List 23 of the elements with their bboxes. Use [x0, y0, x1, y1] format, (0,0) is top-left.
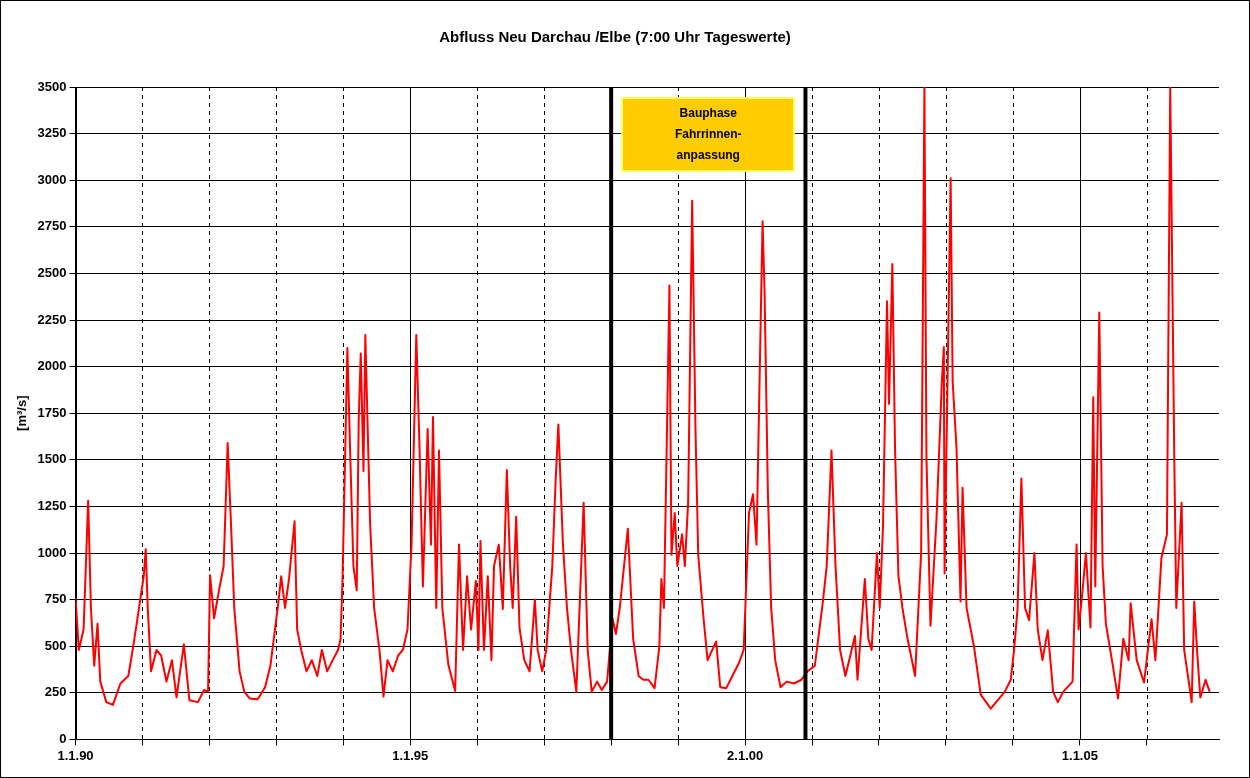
x-tick-label: 2.1.00	[727, 747, 764, 763]
y-tick-label: 0	[59, 730, 67, 746]
y-axis-title: [m³/s]	[14, 395, 30, 431]
chart-title: Abfluss Neu Darchau /Elbe (7:00 Uhr Tageswerte)	[439, 28, 791, 46]
note-box: Bauphase Fahrrinnen-anpassung	[621, 97, 796, 172]
x-tick-label: 1.1.90	[57, 747, 94, 763]
y-tick-label: 250	[44, 684, 67, 700]
y-tick-label: 500	[44, 637, 67, 653]
annotation: Bauphase Fahrrinnen-anpassung	[673, 105, 743, 164]
y-tick-label: 2250	[37, 311, 67, 327]
y-tick-label: 1750	[37, 404, 67, 420]
x-tick-label: 1.1.95	[392, 747, 429, 763]
y-tick-label: 2000	[37, 358, 67, 374]
y-tick-label: 3250	[37, 125, 67, 141]
y-tick-label: 1250	[37, 497, 67, 513]
y-tick-label: 1000	[37, 544, 67, 560]
y-tick-label: 1500	[37, 451, 67, 467]
y-tick-label: 3000	[37, 171, 67, 187]
y-tick-label: 750	[44, 591, 67, 607]
y-tick-label: 2500	[37, 264, 67, 280]
y-tick-label: 2750	[37, 218, 67, 234]
x-tick-label: 1.1.05	[1061, 747, 1098, 763]
y-tick-label: 3500	[37, 78, 67, 94]
